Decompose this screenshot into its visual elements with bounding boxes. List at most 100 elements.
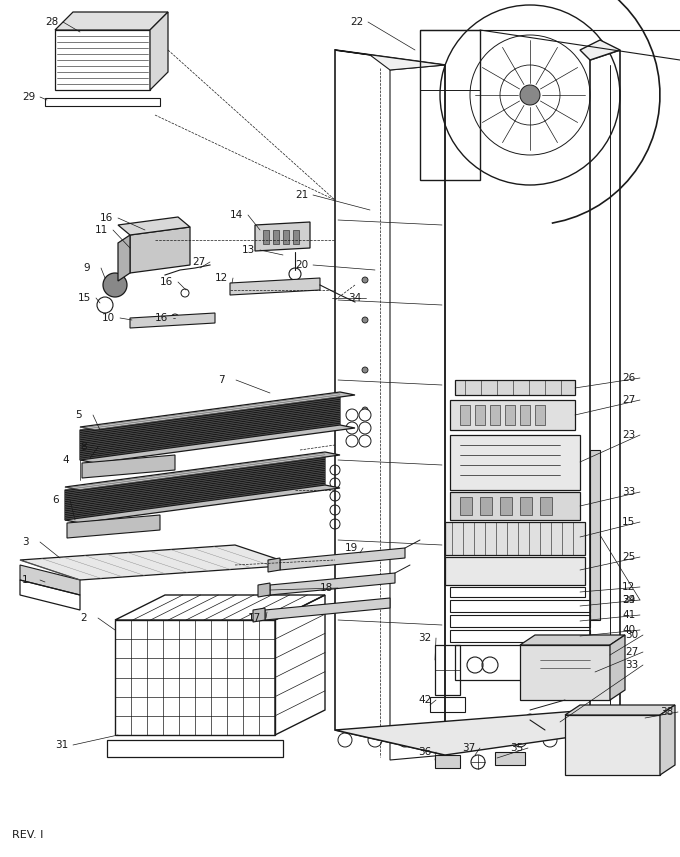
- Polygon shape: [80, 425, 355, 463]
- Text: 16: 16: [100, 213, 114, 223]
- Text: 10: 10: [102, 313, 115, 323]
- Circle shape: [362, 367, 368, 373]
- Text: 39: 39: [622, 595, 635, 605]
- Text: 1: 1: [22, 575, 29, 585]
- Text: 6: 6: [52, 495, 58, 505]
- Text: 27: 27: [622, 395, 635, 405]
- Text: 16: 16: [155, 313, 168, 323]
- Text: 31: 31: [55, 740, 68, 750]
- Polygon shape: [480, 497, 492, 515]
- Polygon shape: [435, 755, 460, 768]
- Text: 30: 30: [625, 630, 638, 640]
- Polygon shape: [20, 545, 295, 580]
- Polygon shape: [455, 380, 575, 395]
- Circle shape: [359, 422, 371, 434]
- Text: 40: 40: [622, 625, 635, 635]
- Text: REV. I: REV. I: [12, 830, 44, 840]
- Text: 36: 36: [418, 747, 431, 757]
- Polygon shape: [283, 230, 289, 244]
- Polygon shape: [505, 405, 515, 425]
- Polygon shape: [335, 50, 445, 70]
- Text: 25: 25: [622, 552, 635, 562]
- Polygon shape: [520, 635, 625, 645]
- Circle shape: [362, 317, 368, 323]
- Polygon shape: [535, 405, 545, 425]
- Polygon shape: [150, 12, 168, 90]
- Polygon shape: [265, 598, 390, 620]
- Polygon shape: [82, 455, 175, 478]
- Polygon shape: [495, 752, 525, 765]
- Text: 12: 12: [215, 273, 228, 283]
- Circle shape: [330, 465, 340, 475]
- Polygon shape: [270, 573, 395, 595]
- Circle shape: [513, 733, 527, 747]
- Circle shape: [362, 407, 368, 413]
- Text: 8: 8: [80, 442, 86, 452]
- Circle shape: [346, 435, 358, 447]
- Circle shape: [362, 277, 368, 283]
- Text: 7: 7: [218, 375, 224, 385]
- Polygon shape: [130, 227, 190, 273]
- Text: 15: 15: [622, 517, 635, 527]
- Polygon shape: [520, 497, 532, 515]
- Text: 35: 35: [510, 743, 523, 753]
- Polygon shape: [540, 497, 552, 515]
- Circle shape: [359, 435, 371, 447]
- Text: 11: 11: [95, 225, 108, 235]
- Polygon shape: [230, 278, 320, 295]
- Text: 4: 4: [62, 455, 69, 465]
- Polygon shape: [565, 715, 660, 775]
- Polygon shape: [450, 400, 575, 430]
- Circle shape: [461, 461, 479, 479]
- Text: 21: 21: [295, 190, 308, 200]
- Text: 32: 32: [418, 633, 431, 643]
- Polygon shape: [520, 645, 610, 700]
- Polygon shape: [65, 485, 340, 523]
- Polygon shape: [253, 608, 265, 622]
- Text: 42: 42: [418, 695, 431, 705]
- Circle shape: [428, 733, 442, 747]
- Circle shape: [543, 733, 557, 747]
- Polygon shape: [460, 497, 472, 515]
- Polygon shape: [130, 313, 215, 328]
- Text: 33: 33: [622, 487, 635, 497]
- Polygon shape: [610, 635, 625, 700]
- Text: 17: 17: [248, 613, 261, 623]
- Circle shape: [346, 422, 358, 434]
- Polygon shape: [500, 497, 512, 515]
- Text: 23: 23: [622, 430, 635, 440]
- Polygon shape: [65, 455, 325, 520]
- Polygon shape: [55, 12, 168, 30]
- Circle shape: [483, 463, 497, 477]
- Text: 37: 37: [462, 743, 475, 753]
- Polygon shape: [490, 405, 500, 425]
- Polygon shape: [565, 705, 675, 715]
- Text: 33: 33: [625, 660, 639, 670]
- Circle shape: [458, 733, 472, 747]
- Polygon shape: [445, 557, 585, 585]
- Polygon shape: [255, 222, 310, 251]
- Text: 16: 16: [160, 277, 173, 287]
- Polygon shape: [450, 435, 580, 490]
- Circle shape: [520, 85, 540, 105]
- Text: 2: 2: [80, 613, 86, 623]
- Circle shape: [103, 273, 127, 297]
- Circle shape: [593, 733, 607, 747]
- Polygon shape: [118, 217, 190, 235]
- Polygon shape: [258, 583, 270, 597]
- Text: 12: 12: [622, 582, 635, 592]
- Text: 13: 13: [242, 245, 255, 255]
- Polygon shape: [118, 235, 130, 281]
- Text: 27: 27: [192, 257, 205, 267]
- Text: 9: 9: [83, 263, 90, 273]
- Circle shape: [330, 478, 340, 488]
- Polygon shape: [660, 705, 675, 775]
- Text: 26: 26: [622, 373, 635, 383]
- Circle shape: [338, 733, 352, 747]
- Circle shape: [330, 519, 340, 529]
- Circle shape: [368, 733, 382, 747]
- Text: 22: 22: [350, 17, 363, 27]
- Text: 5: 5: [75, 410, 82, 420]
- Circle shape: [398, 733, 412, 747]
- Circle shape: [346, 409, 358, 421]
